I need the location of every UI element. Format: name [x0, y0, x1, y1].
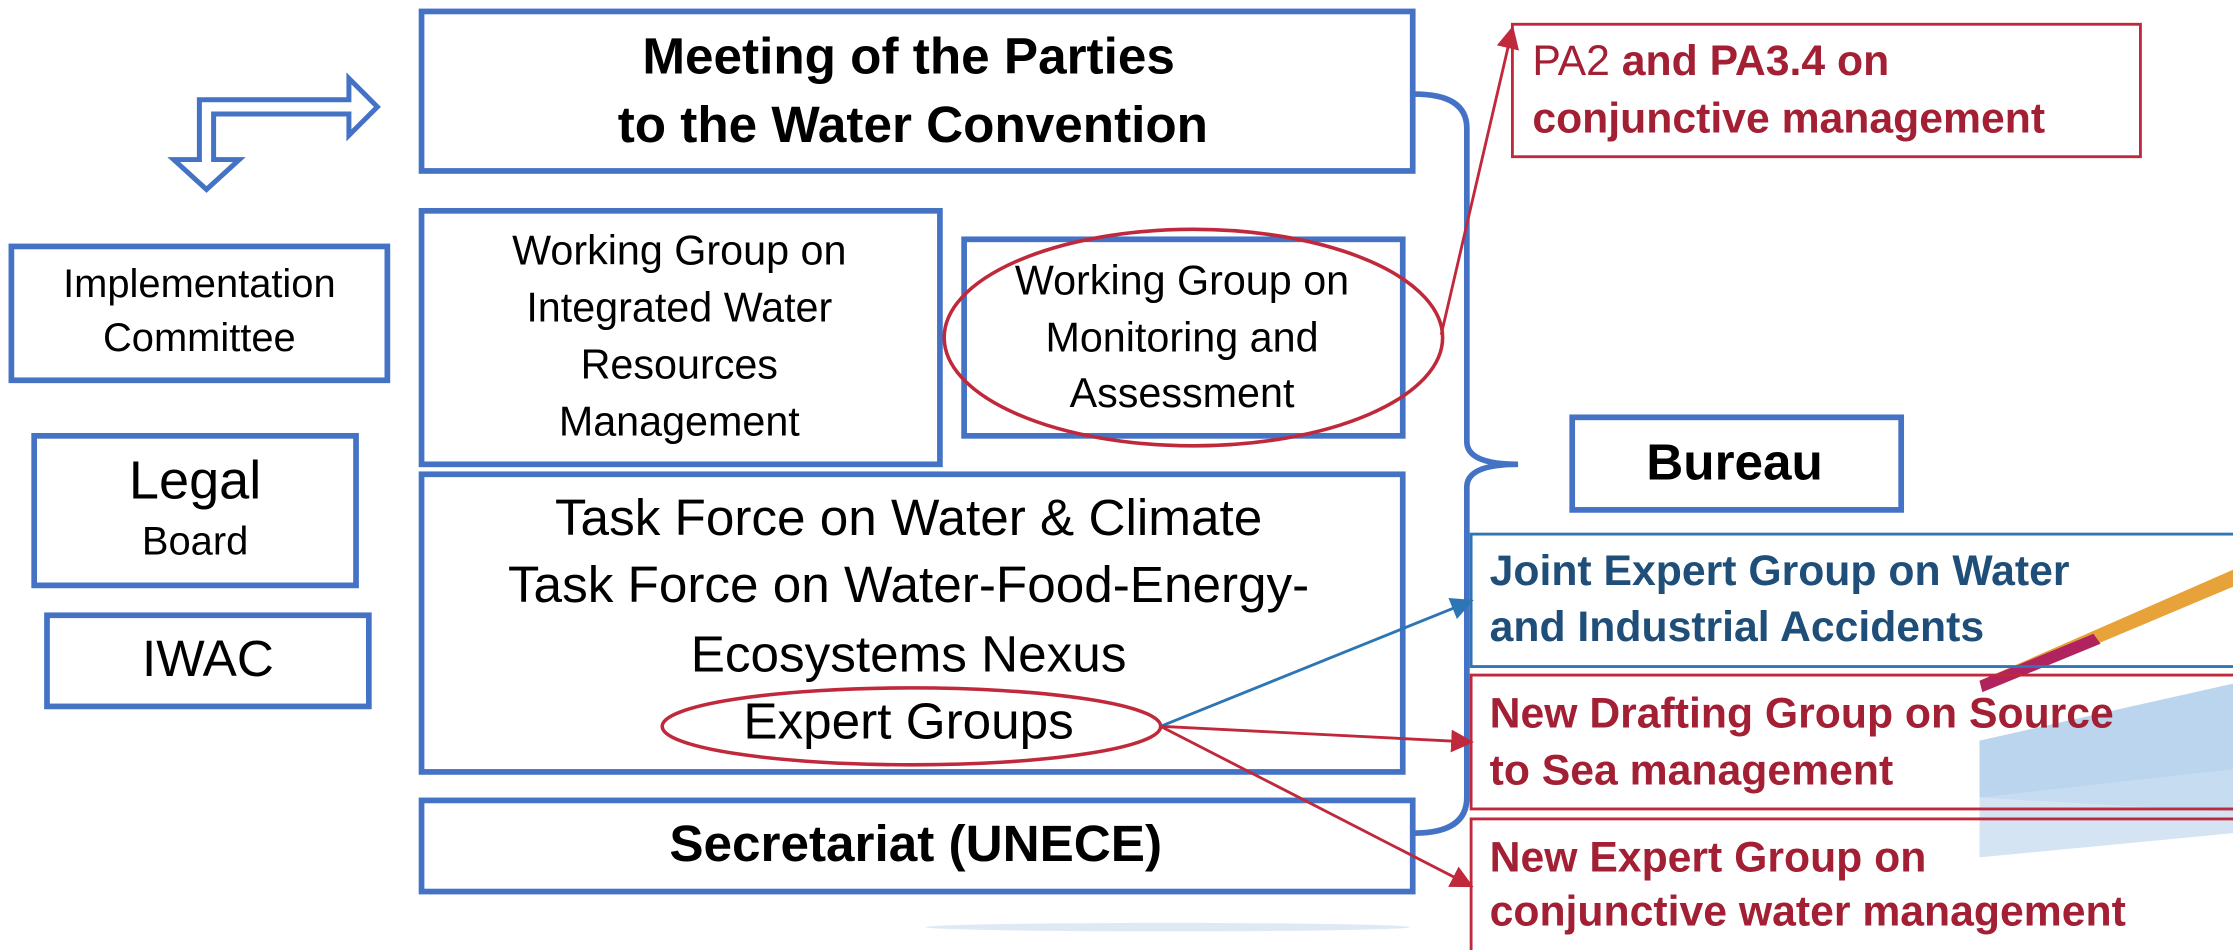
label: IWAC	[142, 630, 274, 687]
label: to Sea management	[1490, 747, 1894, 795]
label: New Drafting Group on Source	[1490, 690, 2114, 738]
label: PA2 and PA3.4 on	[1532, 37, 1889, 85]
label: Board	[142, 520, 248, 564]
label: Expert Groups	[743, 692, 1073, 749]
label: Task Force on Water-Food-Energy-	[508, 556, 1309, 613]
diagram: Meeting of the Parties to the Water Conv…	[0, 0, 2233, 950]
label: Assessment	[1070, 370, 1295, 416]
label: Working Group on	[1015, 257, 1349, 303]
label: and Industrial Accidents	[1490, 603, 1985, 651]
label: New Expert Group on	[1490, 834, 1927, 882]
label: Management	[559, 398, 800, 444]
label: Ecosystems Nexus	[691, 626, 1127, 683]
connector	[1441, 29, 1512, 335]
label: to the Water Convention	[618, 96, 1208, 153]
label: Joint Expert Group on Water	[1490, 547, 2070, 595]
label: conjunctive management	[1532, 94, 2045, 142]
label: Resources	[581, 341, 778, 387]
arrow	[174, 78, 378, 189]
label: Implementation	[63, 262, 336, 306]
label: Task Force on Water & Climate	[555, 489, 1262, 546]
label: Meeting of the Parties	[642, 27, 1175, 84]
label-part: PA2	[1532, 37, 1610, 85]
label: Bureau	[1646, 433, 1823, 490]
label: Monitoring and	[1045, 314, 1318, 360]
label: Secretariat (UNECE)	[669, 815, 1162, 872]
label: conjunctive water management	[1490, 888, 2126, 936]
decor	[1980, 634, 2101, 692]
label-part: and PA3.4 on	[1610, 37, 1889, 85]
decor	[926, 923, 1410, 932]
label: Legal	[129, 451, 261, 511]
label: Working Group on	[512, 227, 846, 273]
label: Integrated Water	[526, 284, 832, 330]
label: Committee	[103, 316, 296, 360]
